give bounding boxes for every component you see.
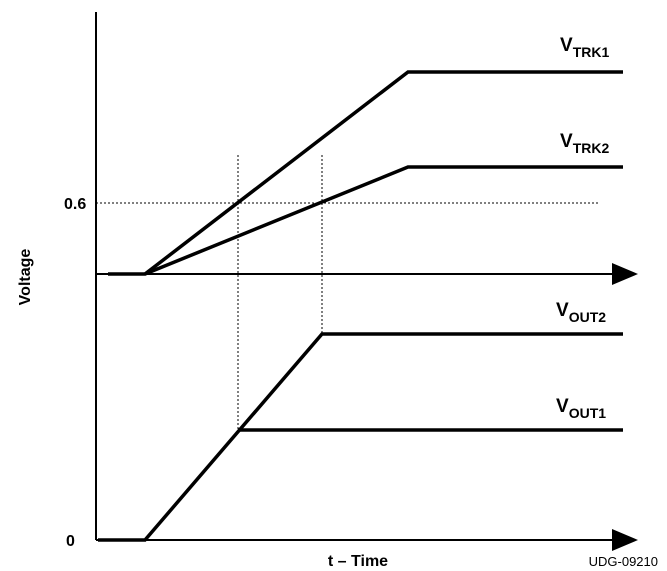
y-axis-label: Voltage (17, 249, 34, 306)
tick-label-0: 0 (66, 533, 75, 550)
vout2-label-sub: OUT2 (569, 309, 607, 325)
vtrk2-label-main: V (560, 131, 573, 152)
vout1-label-sub: OUT1 (569, 405, 607, 421)
vout2-label-main: V (556, 300, 569, 321)
tick-label-06: 0.6 (64, 196, 86, 213)
vtrk2-label: VTRK2 (560, 131, 609, 156)
vout1-label: VOUT1 (556, 396, 606, 421)
x-axis-bottom-arrow (612, 529, 638, 551)
vtrk2-label-sub: TRK2 (573, 140, 610, 156)
vout1-label-main: V (556, 396, 569, 417)
vtrk1-label-main: V (560, 35, 573, 56)
vtrk2-waveform (144, 165, 623, 276)
x-axis-top-arrow (612, 263, 638, 285)
figure-id: UDG-09210 (589, 554, 658, 569)
vtrk1-label: VTRK1 (560, 35, 609, 60)
vout2-label: VOUT2 (556, 300, 606, 325)
vout2-waveform (98, 332, 623, 542)
vtrk1-waveform (108, 70, 623, 276)
x-axis-label: t – Time (328, 553, 388, 570)
vtrk1-label-sub: TRK1 (573, 44, 610, 60)
